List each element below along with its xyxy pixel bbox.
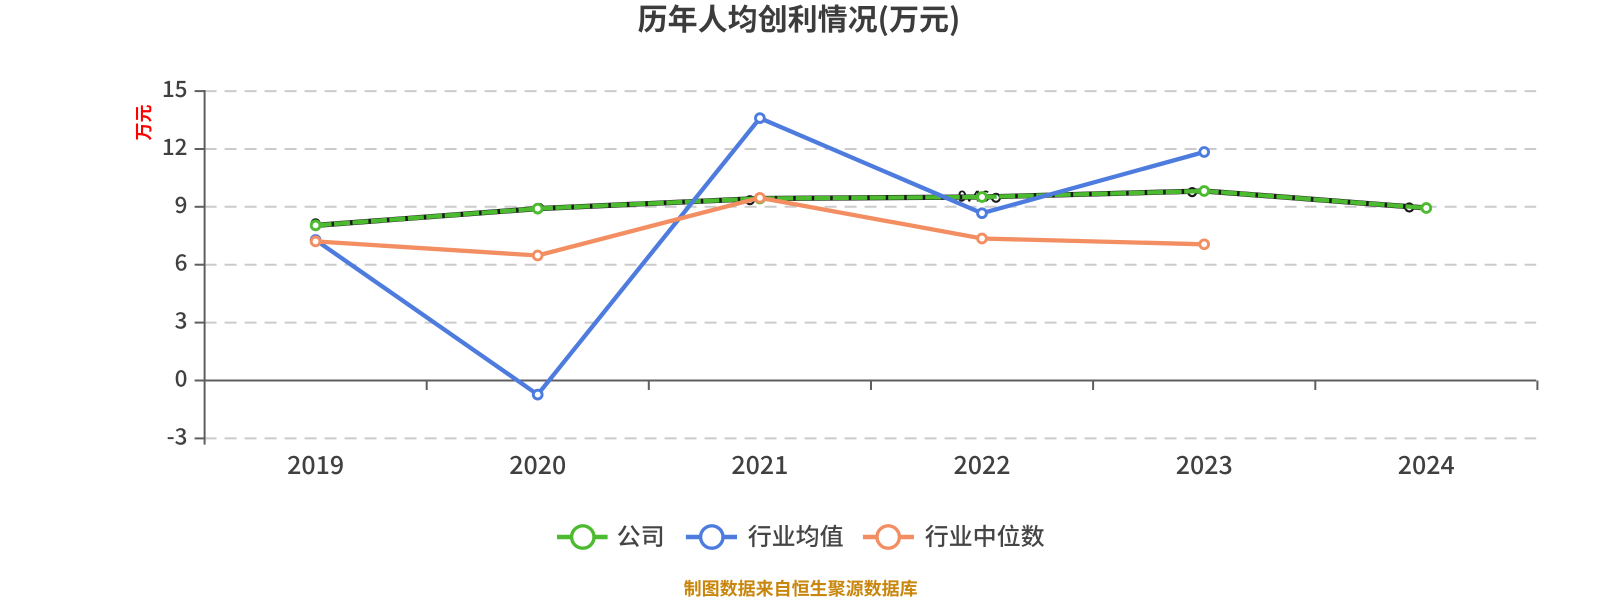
svg-text:2020: 2020	[509, 446, 566, 482]
svg-text:2024: 2024	[1398, 446, 1455, 482]
svg-text:历年人均创利情况(万元): 历年人均创利情况(万元)	[638, 0, 961, 39]
svg-text:万元: 万元	[130, 105, 156, 141]
svg-text:制图数据来自恒生聚源数据库: 制图数据来自恒生聚源数据库	[684, 575, 918, 600]
svg-text:公司: 公司	[617, 517, 665, 552]
svg-text:行业中位数: 行业中位数	[925, 517, 1045, 552]
svg-text:12: 12	[162, 130, 188, 162]
svg-text:6: 6	[175, 246, 188, 278]
svg-text:9: 9	[175, 188, 188, 220]
svg-text:2022: 2022	[953, 446, 1010, 482]
svg-text:行业均值: 行业均值	[748, 517, 844, 552]
svg-text:15: 15	[162, 72, 188, 104]
svg-text:-3: -3	[167, 419, 188, 451]
svg-text:2023: 2023	[1176, 446, 1233, 482]
svg-text:2019: 2019	[287, 446, 344, 482]
svg-text:2021: 2021	[731, 446, 788, 482]
svg-text:3: 3	[175, 304, 188, 336]
svg-text:0: 0	[175, 362, 188, 394]
